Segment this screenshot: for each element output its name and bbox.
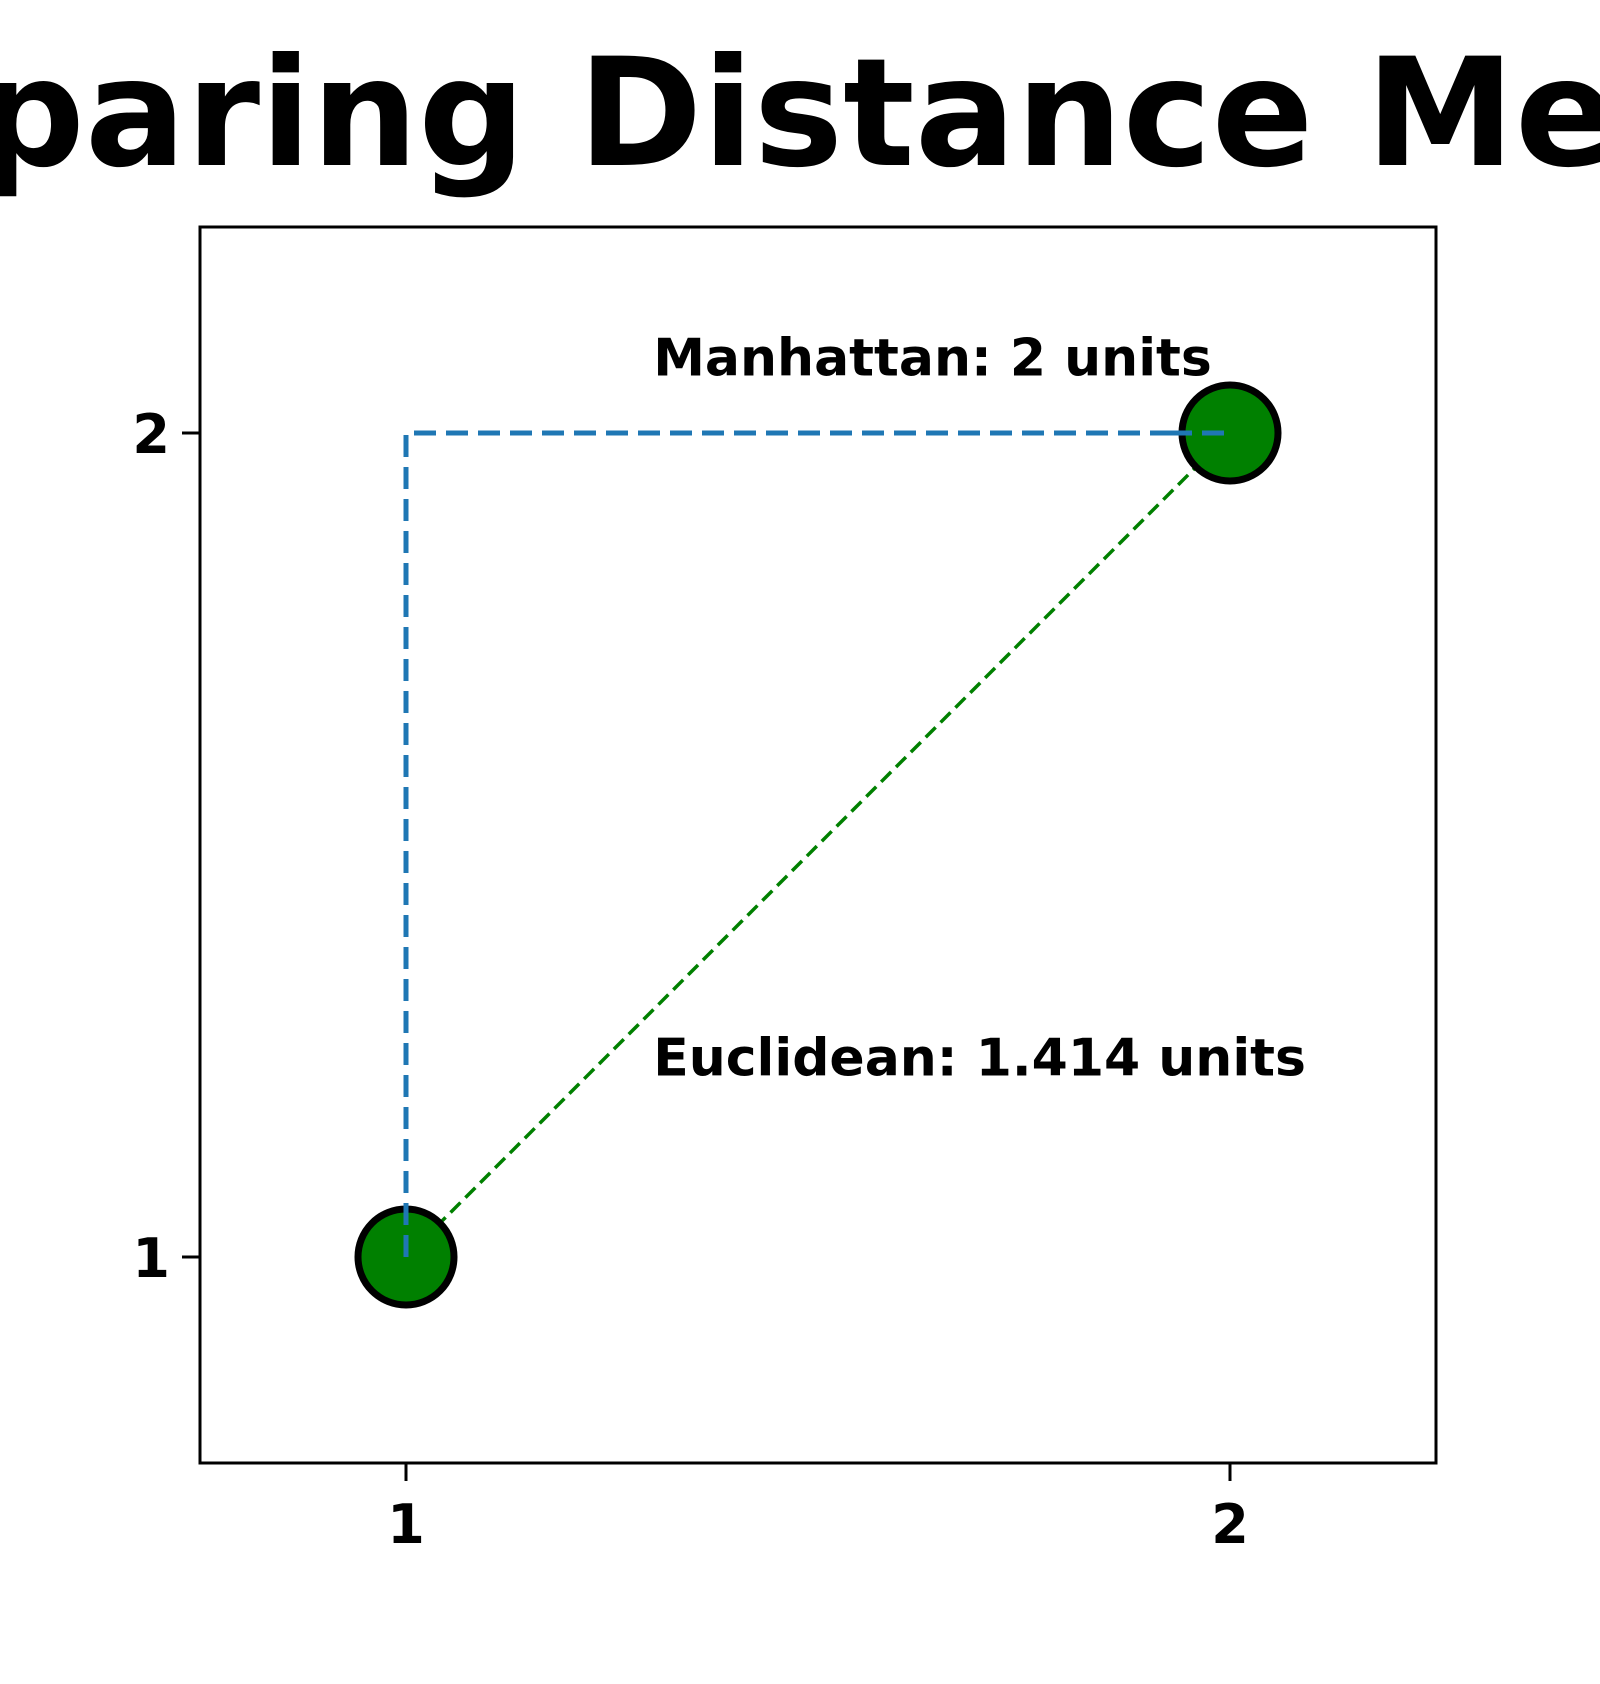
plot-area: 1 2 1 2 Manhattan: 2 units Euclidean: 1.414 u… [132, 225, 1438, 1556]
x-tick-label: 1 [387, 1493, 425, 1556]
y-tick-label: 2 [132, 403, 170, 466]
manhattan-path-line [403, 430, 1230, 1257]
axes-frame [198, 225, 1438, 1465]
chart-title: Comparing Distance Metrics [0, 27, 1600, 201]
euclidean-annotation: Euclidean: 1.414 units [653, 1029, 1306, 1089]
manhattan-annotation: Manhattan: 2 units [653, 328, 1212, 388]
y-tick-label: 1 [132, 1227, 170, 1290]
x-tick-label: 2 [1211, 1493, 1249, 1556]
euclidean-path-line [404, 431, 1232, 1259]
